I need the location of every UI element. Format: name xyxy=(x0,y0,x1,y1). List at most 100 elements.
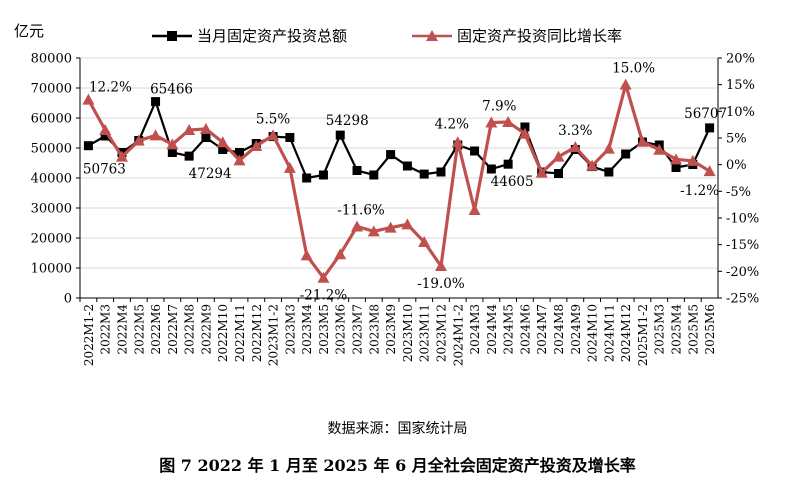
investment-point xyxy=(520,122,530,132)
x-tick-label: 2022M3 xyxy=(99,304,113,354)
left-axis-unit-label: 亿元 xyxy=(14,22,44,40)
figure-caption: 图 7 2022 年 1 月至 2025 年 6 月全社会固定资产投资及增长率 xyxy=(159,456,636,475)
data-label: 7.9% xyxy=(482,99,516,115)
x-tick-label: 2024M5 xyxy=(502,304,516,354)
growth-point xyxy=(686,154,699,166)
growth-point xyxy=(653,143,666,155)
investment-point xyxy=(335,130,345,140)
growth-point xyxy=(351,220,364,232)
investment-point xyxy=(503,159,513,169)
growth-point xyxy=(149,129,162,141)
x-tick-label: 2024M10 xyxy=(586,304,600,362)
growth-point xyxy=(132,134,145,146)
x-tick-label: 2023M11 xyxy=(418,304,432,362)
x-tick-label: 2023M12 xyxy=(434,304,448,362)
right-tick-label: -5% xyxy=(726,185,751,200)
x-tick-label: 2022M1-2 xyxy=(82,304,96,366)
legend-marker-triangle-icon xyxy=(426,30,438,41)
growth-point xyxy=(434,260,447,271)
growth-point xyxy=(703,165,716,177)
right-tick-label: 5% xyxy=(726,132,747,147)
growth-point xyxy=(216,136,229,148)
x-tick-label: 2023M3 xyxy=(283,304,297,354)
x-tick-label: 2024M3 xyxy=(468,304,482,354)
x-tick-label: 2024M8 xyxy=(552,304,566,354)
investment-point xyxy=(100,131,110,141)
investment-point xyxy=(83,141,93,151)
investment-point xyxy=(402,161,412,171)
right-tick-label: 0% xyxy=(726,158,747,173)
x-tick-label: 2022M4 xyxy=(115,304,129,355)
growth-point xyxy=(636,135,649,147)
x-tick-label: 2023M10 xyxy=(401,304,415,362)
investment-point xyxy=(671,163,681,172)
x-tick-label: 2022M10 xyxy=(216,304,230,362)
right-tick-label: -15% xyxy=(726,238,759,253)
investment-point xyxy=(318,170,328,180)
investment-point xyxy=(419,169,429,179)
data-label: -21.2% xyxy=(300,288,348,304)
x-tick-label: 2023M8 xyxy=(367,304,381,354)
left-tick-label: 60000 xyxy=(31,112,72,127)
right-tick-label: -10% xyxy=(726,212,759,227)
growth-point xyxy=(334,248,347,260)
growth-point xyxy=(283,161,296,173)
data-label: -19.0% xyxy=(417,276,465,292)
growth-point xyxy=(367,225,380,237)
growth-point xyxy=(468,204,481,215)
data-label: 4.2% xyxy=(435,116,469,132)
left-tick-label: 20000 xyxy=(31,232,72,247)
investment-point xyxy=(554,169,563,178)
growth-point xyxy=(602,142,615,154)
data-label: 47294 xyxy=(189,166,232,182)
data-label: -11.6% xyxy=(337,203,385,219)
investment-point xyxy=(621,149,631,159)
investment-point xyxy=(201,133,211,142)
right-tick-label: -25% xyxy=(726,292,759,307)
left-tick-label: 10000 xyxy=(31,262,72,277)
x-tick-label: 2025M3 xyxy=(653,304,667,354)
growth-point xyxy=(267,129,280,141)
right-axis-ticks: -25% -20% -15% -10% -5% 0% 5% 10% 15% 20% xyxy=(718,52,759,307)
data-label: 3.3% xyxy=(558,123,592,139)
x-tick-label: 2024M6 xyxy=(518,304,532,354)
x-tick-label: 2022M9 xyxy=(199,304,213,354)
growth-point xyxy=(619,78,632,90)
x-tick-label: 2022M8 xyxy=(183,304,197,354)
data-label: 44605 xyxy=(491,174,534,190)
x-tick-label: 2023M9 xyxy=(384,304,398,354)
growth-point xyxy=(183,124,196,135)
x-tick-label: 2023M6 xyxy=(334,304,348,354)
data-label: 12.2% xyxy=(89,80,132,96)
source-note: 数据来源：国家统计局 xyxy=(327,421,468,437)
growth-point xyxy=(569,141,582,153)
growth-point xyxy=(418,236,431,247)
x-tick-label: 2024M11 xyxy=(602,304,616,362)
investment-point xyxy=(386,150,396,160)
series-line-growth xyxy=(86,78,711,281)
right-tick-label: 10% xyxy=(726,105,755,120)
gridlines xyxy=(80,57,718,269)
left-axis-ticks: 0 10000 20000 30000 40000 50000 60000 70000 8000… xyxy=(31,52,80,307)
x-tick-label: 2023M1-2 xyxy=(267,304,281,366)
investment-point xyxy=(486,164,496,174)
investment-point xyxy=(218,145,228,154)
left-tick-label: 30000 xyxy=(31,202,72,217)
investment-point xyxy=(167,148,177,157)
growth-point xyxy=(384,221,397,233)
growth-point xyxy=(317,271,330,283)
left-tick-label: 0 xyxy=(64,292,72,307)
investment-point xyxy=(235,148,244,157)
data-label: -1.2% xyxy=(680,183,719,199)
x-tick-label: 2022M11 xyxy=(233,304,247,362)
growth-point xyxy=(300,249,313,261)
legend-label-investment: 当月固定资产投资总额 xyxy=(197,27,347,45)
right-tick-label: 20% xyxy=(726,52,755,67)
x-tick-label: 2024M4 xyxy=(485,304,499,355)
series-line-investment xyxy=(87,98,711,180)
series xyxy=(82,78,716,283)
x-tick-label: 2025M6 xyxy=(703,304,717,354)
x-tick-label: 2022M6 xyxy=(149,304,163,354)
data-label: 54298 xyxy=(326,113,369,129)
growth-point xyxy=(518,127,531,139)
